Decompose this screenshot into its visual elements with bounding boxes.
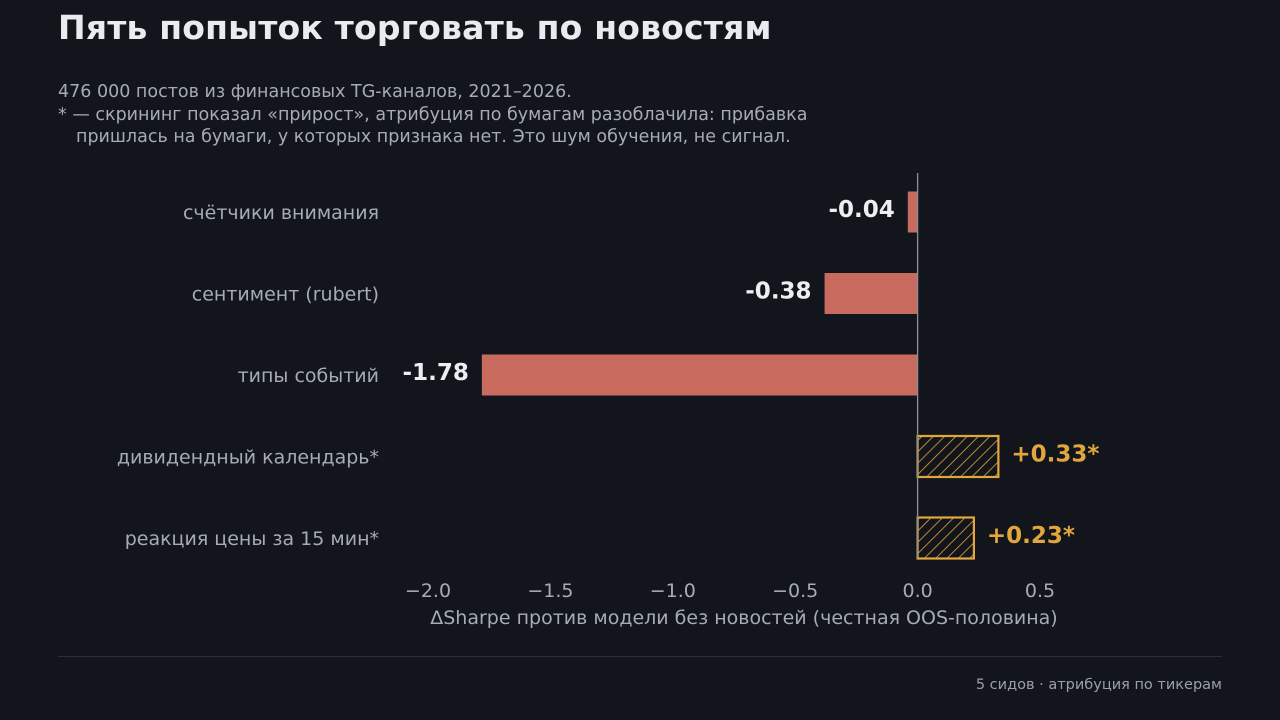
x-tick-label: −1.5 <box>527 580 573 602</box>
value-label: -1.78 <box>403 360 469 386</box>
value-label: +0.33* <box>1011 442 1099 468</box>
x-tick-label: 0.0 <box>902 580 932 602</box>
chart-subtitle: 476 000 постов из финансовых TG-каналов,… <box>58 81 807 149</box>
x-axis-ticks: −2.0 −1.5 −1.0 −0.5 0.0 0.5 <box>405 580 1055 602</box>
category-label: типы событий <box>238 365 379 387</box>
category-label: сентимент (rubert) <box>192 284 379 306</box>
category-labels: счётчики внимания сентимент (rubert) типы … <box>117 202 379 550</box>
bar-chart: счётчики внимания сентимент (rubert) типы … <box>117 173 1100 629</box>
category-label: дивидендный календарь* <box>117 447 379 469</box>
bars-layer <box>481 191 1000 560</box>
category-label: реакция цены за 15 мин* <box>125 528 379 550</box>
value-label: +0.23* <box>987 523 1075 549</box>
footer-divider <box>58 656 1222 657</box>
bar-flagged <box>916 434 1000 479</box>
x-axis-label: ΔSharpe против модели без новостей (чест… <box>430 607 1057 629</box>
value-label: -0.04 <box>829 197 895 223</box>
bar <box>907 191 918 233</box>
chart-title: Пять попыток торговать по новостям <box>58 8 772 47</box>
x-tick-label: −1.0 <box>650 580 696 602</box>
footer-note: 5 сидов · атрибуция по тикерам <box>975 677 1222 693</box>
value-label: -0.38 <box>745 279 811 305</box>
bar-flagged <box>916 516 976 560</box>
subtitle-line-source: 476 000 постов из финансовых TG-каналов,… <box>58 82 572 102</box>
x-tick-label: −2.0 <box>405 580 451 602</box>
subtitle-line-footnote-continued: пришлась на бумаги, у которых признака н… <box>76 127 791 147</box>
value-labels: -0.04 -0.38 -1.78 +0.33* +0.23* <box>403 197 1100 549</box>
bar <box>824 273 918 314</box>
subtitle-line-footnote: * — скрининг показал «прирост», атрибуци… <box>58 104 808 125</box>
bar <box>481 354 918 396</box>
x-tick-label: −0.5 <box>772 580 818 602</box>
x-tick-label: 0.5 <box>1025 580 1055 602</box>
category-label: счётчики внимания <box>183 202 379 224</box>
